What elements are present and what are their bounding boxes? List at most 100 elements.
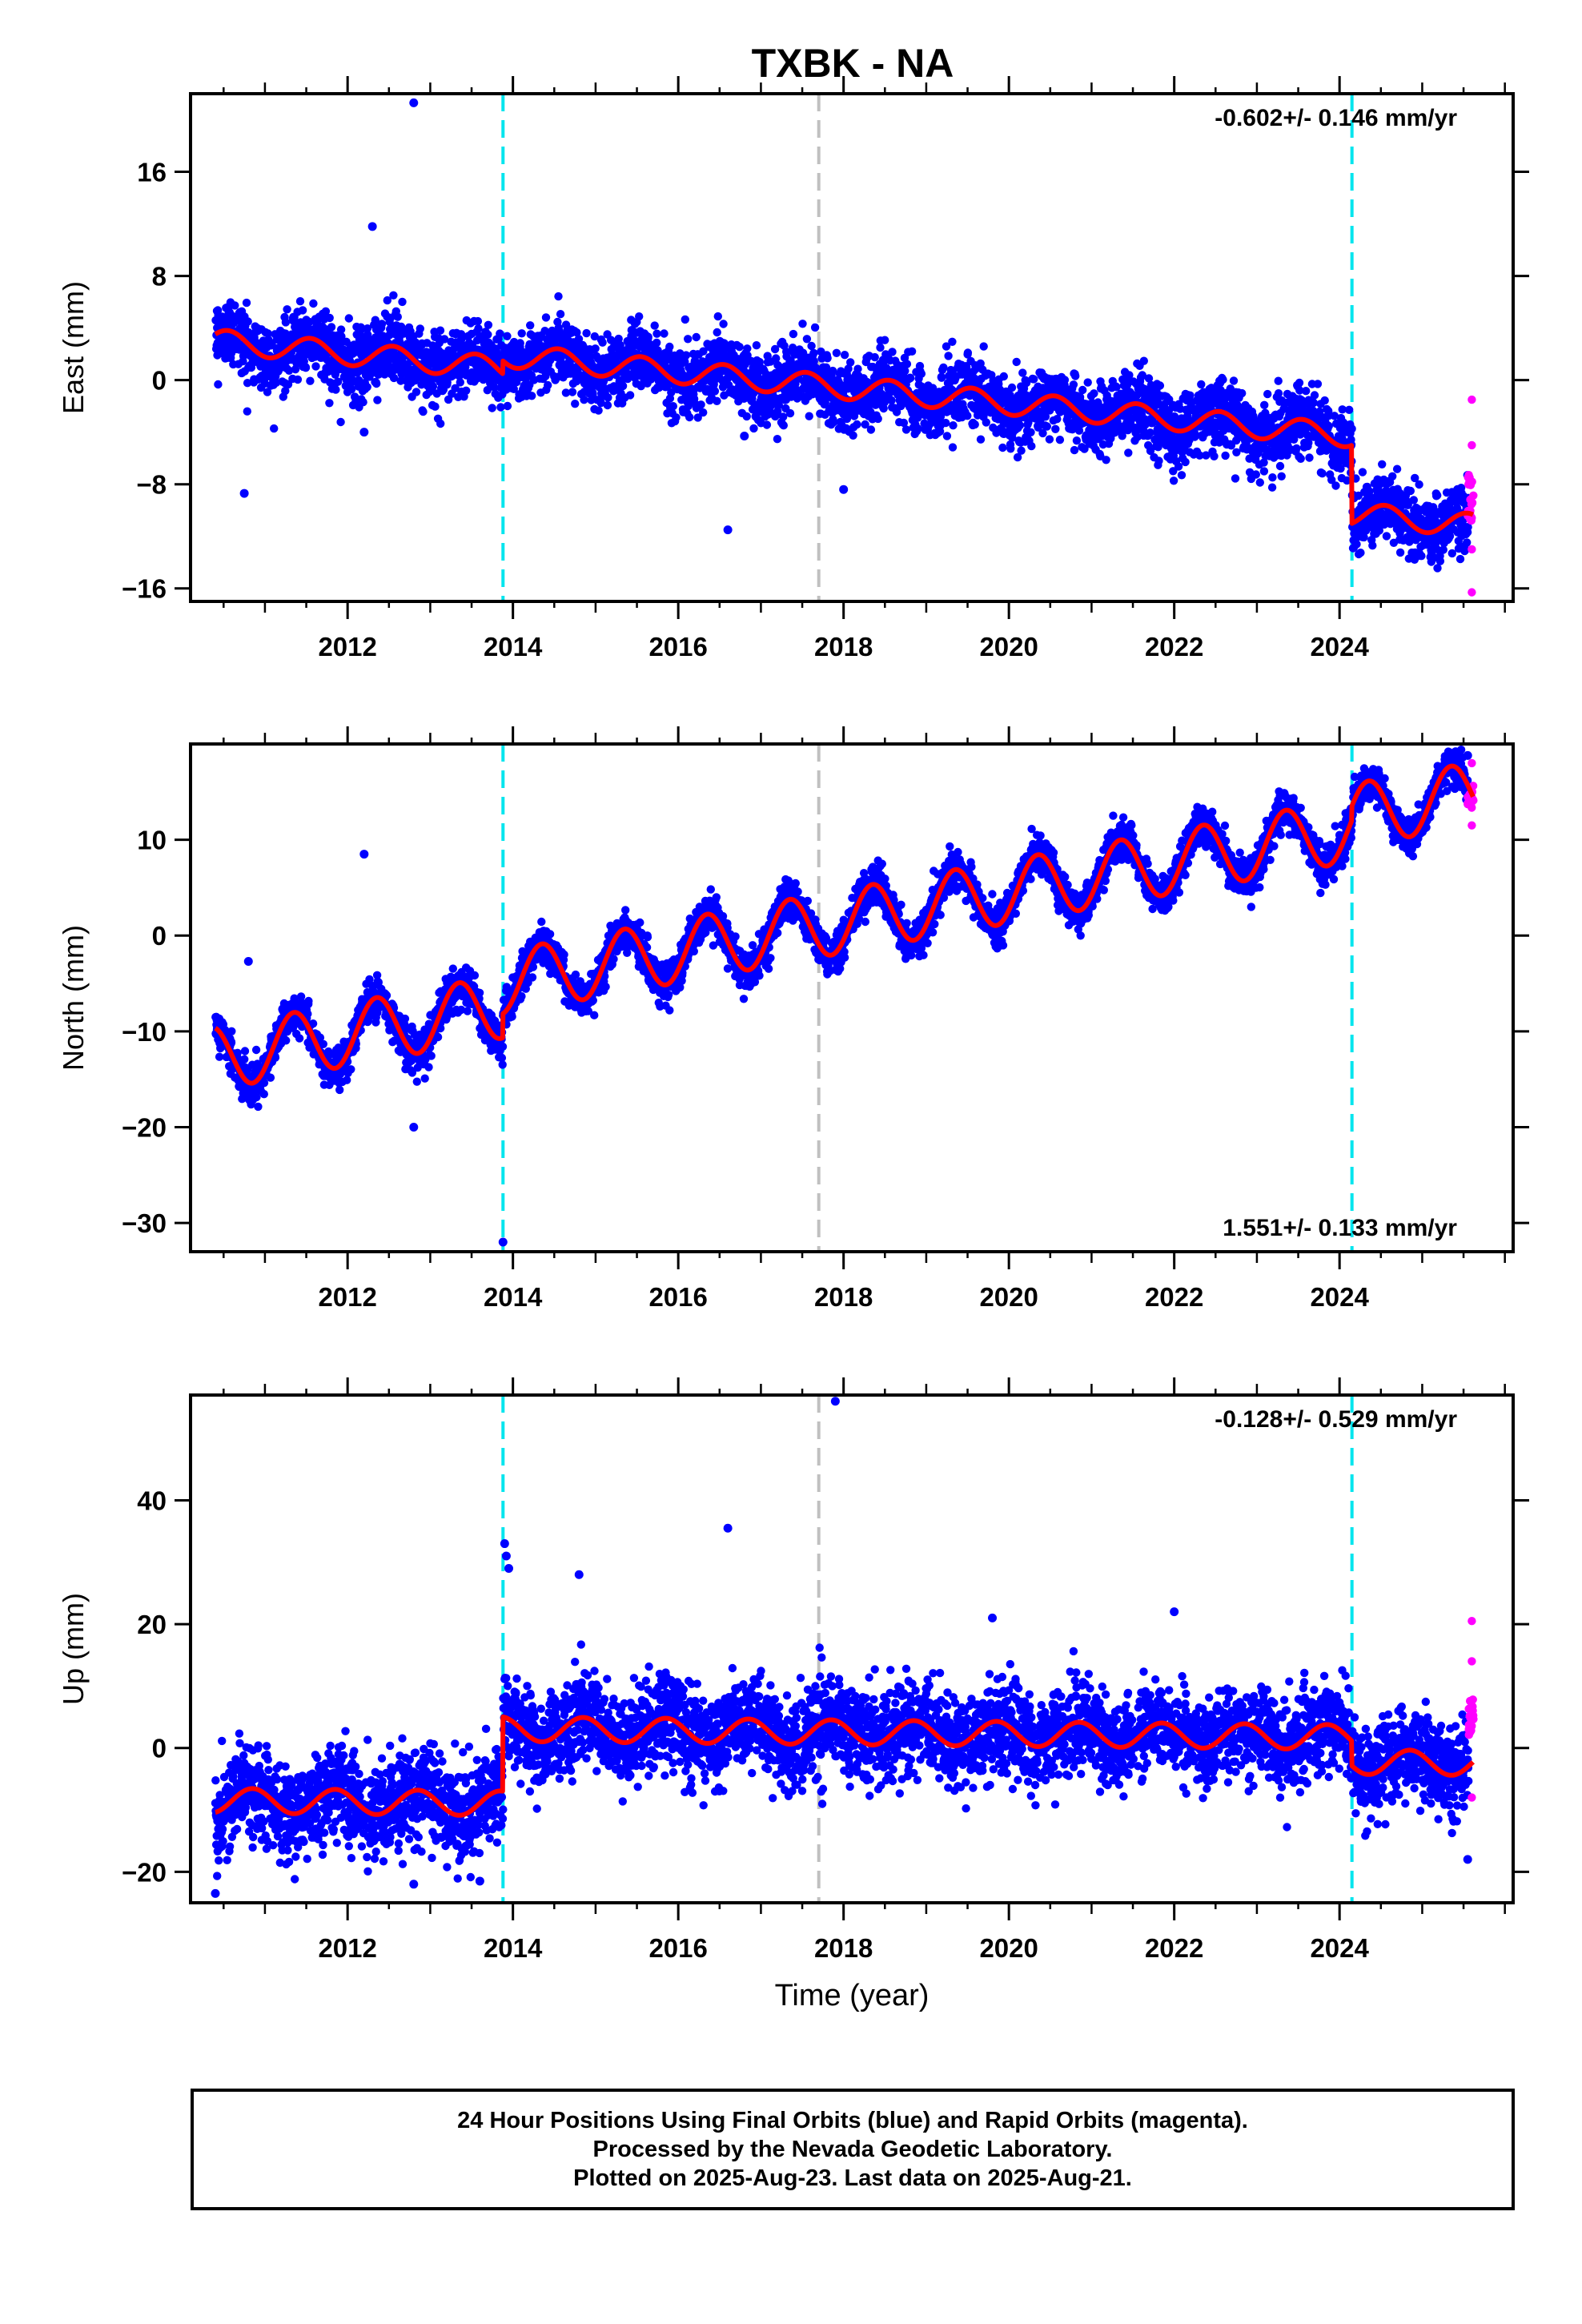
final-orbit-point	[389, 291, 398, 300]
final-orbit-point	[1358, 468, 1367, 476]
final-orbit-point	[327, 323, 336, 332]
final-orbit-point	[281, 386, 290, 396]
plot-area	[211, 94, 1478, 601]
final-orbit-point	[1395, 548, 1405, 557]
final-orbit-point	[849, 412, 859, 420]
final-orbit-point	[214, 380, 223, 389]
outlier-point	[359, 428, 369, 437]
final-orbit-point	[905, 373, 915, 383]
final-orbit-point	[809, 356, 818, 366]
final-orbit-point	[588, 389, 597, 399]
rapid-orbit-point	[1464, 472, 1472, 482]
final-orbit-point	[1221, 451, 1230, 460]
x-tick-label: 2020	[979, 632, 1038, 661]
final-orbit-point	[242, 298, 251, 308]
final-orbit-point	[770, 344, 780, 354]
x-tick-label: 2022	[1145, 632, 1203, 661]
x-tick-label: 2016	[648, 632, 707, 661]
final-orbit-point	[1139, 356, 1149, 365]
final-orbit-point	[1155, 381, 1165, 390]
final-orbit-point	[574, 335, 584, 344]
chart-title: TXBK - NA	[752, 41, 954, 86]
final-orbit-point	[503, 401, 512, 411]
final-orbit-point	[1292, 444, 1301, 453]
final-orbit-point	[749, 424, 758, 433]
final-orbit-point	[660, 329, 669, 338]
final-orbit-point	[779, 421, 788, 430]
final-orbit-point	[870, 352, 879, 362]
final-orbit-point	[517, 329, 526, 338]
final-orbit-point	[829, 417, 838, 427]
final-orbit-point	[503, 332, 512, 340]
final-orbit-point	[363, 383, 371, 392]
final-orbit-point	[490, 383, 499, 392]
final-orbit-point	[963, 348, 973, 357]
final-orbit-point	[681, 315, 689, 324]
final-orbit-point	[1268, 473, 1277, 482]
final-orbit-point	[892, 408, 901, 416]
final-orbit-point	[1406, 486, 1415, 496]
final-orbit-point	[1456, 554, 1465, 564]
final-orbit-point	[823, 354, 832, 363]
final-orbit-point	[541, 313, 551, 322]
final-orbit-point	[325, 399, 334, 408]
final-orbit-point	[398, 297, 407, 307]
final-orbit-point	[697, 400, 705, 409]
final-orbit-point	[585, 352, 595, 360]
final-orbit-point	[809, 348, 818, 358]
final-orbit-point	[604, 393, 612, 402]
final-orbit-point	[428, 382, 438, 391]
final-orbit-point	[949, 421, 958, 430]
final-orbit-point	[311, 362, 320, 371]
final-orbit-point	[556, 310, 565, 319]
x-tick-label: 2014	[484, 632, 543, 661]
final-orbit-point	[431, 402, 440, 411]
final-orbit-point	[672, 413, 681, 422]
final-orbit-point	[598, 338, 607, 347]
final-orbit-point	[580, 396, 588, 404]
outlier-point	[839, 485, 849, 494]
final-orbit-point	[1324, 421, 1334, 431]
final-orbit-point	[719, 320, 728, 328]
x-tick-label: 2018	[814, 632, 873, 661]
final-orbit-point	[1124, 448, 1133, 457]
final-orbit-point	[1435, 557, 1445, 565]
final-orbit-point	[805, 412, 813, 420]
final-orbit-point	[1352, 540, 1361, 549]
final-orbit-point	[474, 324, 483, 333]
final-orbit-point	[284, 366, 294, 375]
final-orbit-point	[735, 343, 744, 352]
final-orbit-point	[306, 376, 315, 385]
final-orbit-point	[1309, 398, 1319, 408]
final-orbit-point	[1347, 424, 1356, 433]
final-orbit-point	[1460, 546, 1469, 556]
final-orbit-point	[571, 400, 580, 408]
rapid-orbit-point	[1467, 516, 1476, 525]
final-orbit-point	[899, 418, 909, 428]
final-orbit-point	[1313, 380, 1323, 388]
final-orbit-point	[1463, 538, 1472, 547]
final-orbit-point	[752, 341, 761, 350]
final-orbit-point	[301, 364, 311, 372]
final-orbit-point	[1069, 380, 1078, 389]
final-orbit-point	[1191, 432, 1199, 441]
final-orbit-point	[917, 369, 926, 378]
final-orbit-point	[699, 347, 708, 356]
final-orbit-point	[371, 316, 379, 324]
final-orbit-point	[665, 342, 674, 352]
final-orbit-point	[939, 363, 948, 372]
final-orbit-point	[496, 403, 505, 412]
final-orbit-point	[1102, 456, 1110, 464]
outlier-point	[740, 432, 749, 441]
rapid-orbit-point	[1468, 395, 1476, 404]
final-orbit-point	[462, 386, 471, 395]
final-orbit-point	[473, 316, 483, 326]
final-orbit-point	[970, 420, 979, 429]
final-orbit-point	[526, 321, 535, 330]
final-orbit-point	[846, 358, 855, 367]
final-orbit-point	[334, 377, 343, 386]
final-orbit-point	[710, 387, 720, 396]
final-orbit-point	[1055, 436, 1065, 444]
final-orbit-point	[1255, 478, 1265, 487]
